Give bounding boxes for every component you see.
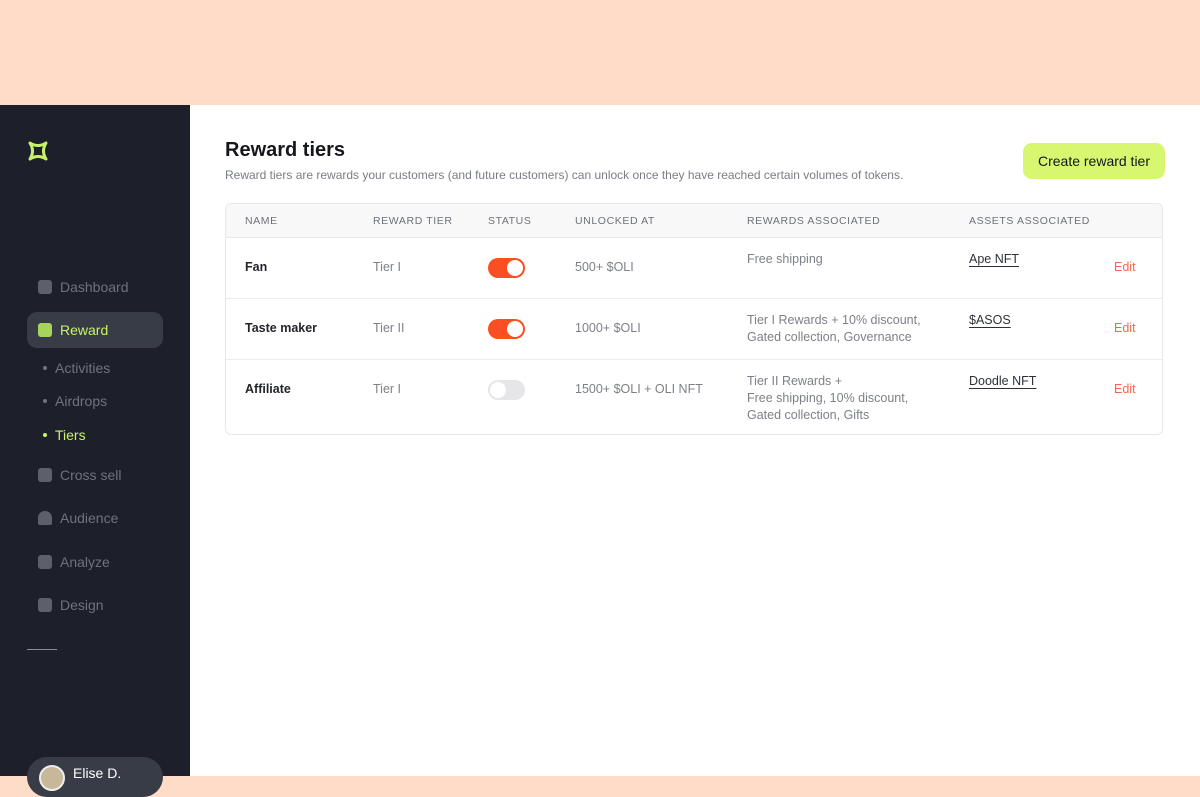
- sidebar-subitem-airdrops[interactable]: Airdrops: [43, 393, 107, 409]
- cross-sell-icon: [38, 468, 52, 482]
- gift-icon: [38, 323, 52, 337]
- sidebar-item-label: Design: [60, 597, 104, 613]
- rewards-line: Tier I Rewards + 10% discount,: [747, 313, 921, 327]
- column-header: STATUS: [488, 215, 532, 227]
- toggle-knob: [507, 321, 523, 337]
- reward-tier: Tier I: [373, 260, 402, 274]
- column-header: UNLOCKED AT: [575, 215, 655, 227]
- rewards-associated: Free shipping: [747, 251, 823, 268]
- asset-link[interactable]: Ape NFT: [969, 252, 1020, 266]
- sidebar-item-reward[interactable]: Reward: [27, 312, 163, 348]
- bullet-icon: [43, 366, 47, 370]
- rewards-associated: Tier I Rewards + 10% discount, Gated coll…: [747, 312, 921, 346]
- reward-tier: Tier I: [373, 382, 402, 396]
- edit-link[interactable]: Edit: [1114, 260, 1136, 274]
- bullet-icon: [43, 433, 47, 437]
- edit-link[interactable]: Edit: [1114, 321, 1136, 335]
- sidebar-item-analyze[interactable]: Analyze: [27, 544, 163, 580]
- dashboard-icon: [38, 280, 52, 294]
- sidebar-subitem-label: Tiers: [55, 427, 86, 443]
- sidebar-item-label: Analyze: [60, 554, 110, 570]
- rewards-line: Gated collection, Governance: [747, 330, 912, 344]
- sidebar-item-audience[interactable]: Audience: [27, 500, 163, 536]
- user-name: Elise D.: [73, 765, 122, 781]
- logo-icon[interactable]: [26, 139, 50, 163]
- rewards-line: Free shipping: [747, 252, 823, 266]
- asset-link[interactable]: $ASOS: [969, 313, 1011, 327]
- status-toggle[interactable]: [488, 319, 525, 339]
- reward-tier: Tier II: [373, 321, 405, 335]
- rewards-line: Free shipping, 10% discount,: [747, 391, 909, 405]
- unlocked-at: 1000+ $OLI: [575, 321, 641, 335]
- main-content: Reward tiers Reward tiers are rewards yo…: [190, 105, 1200, 776]
- asset-link[interactable]: Doodle NFT: [969, 374, 1037, 388]
- sidebar: Dashboard Reward Cross sell Audience Analyze…: [0, 105, 190, 797]
- status-toggle[interactable]: [488, 380, 525, 400]
- sidebar-item-dashboard[interactable]: Dashboard: [27, 269, 163, 305]
- avatar: [39, 765, 65, 791]
- bullet-icon: [43, 399, 47, 403]
- column-header: ASSETS ASSOCIATED: [969, 215, 1090, 227]
- sidebar-divider: [27, 649, 57, 650]
- page-title: Reward tiers: [225, 139, 346, 161]
- sidebar-item-label: Reward: [60, 322, 109, 338]
- sidebar-item-design[interactable]: Design: [27, 587, 163, 623]
- sidebar-subitem-activities[interactable]: Activities: [43, 360, 110, 376]
- create-reward-tier-button[interactable]: Create reward tier: [1023, 143, 1165, 179]
- user-icon: [38, 511, 52, 525]
- sidebar-item-label: Cross sell: [60, 467, 122, 483]
- column-header: REWARD TIER: [373, 215, 453, 227]
- toggle-knob: [507, 260, 523, 276]
- column-header: NAME: [245, 215, 278, 227]
- sidebar-subitem-label: Activities: [55, 360, 111, 376]
- sidebar-item-label: Audience: [60, 510, 119, 526]
- sidebar-subitem-tiers[interactable]: Tiers: [43, 427, 86, 443]
- column-header: REWARDS ASSOCIATED: [747, 215, 881, 227]
- tier-name: Affiliate: [245, 382, 291, 396]
- sidebar-item-label: Dashboard: [60, 279, 129, 295]
- edit-link[interactable]: Edit: [1114, 382, 1136, 396]
- table-row: Affiliate Tier I 1500+ $OLI + OLI NFT Tier …: [226, 360, 1162, 434]
- user-profile[interactable]: Elise D.: [27, 757, 163, 797]
- rewards-associated: Tier II Rewards + Free shipping, 10% disc…: [747, 373, 908, 424]
- toggle-knob: [490, 382, 506, 398]
- sidebar-subitem-label: Airdrops: [55, 393, 108, 409]
- table-header: NAME REWARD TIER STATUS UNLOCKED AT REWARDS …: [226, 204, 1162, 238]
- design-icon: [38, 598, 52, 612]
- table-row: Taste maker Tier II 1000+ $OLI Tier I Rewar…: [226, 299, 1162, 360]
- sidebar-item-cross-sell[interactable]: Cross sell: [27, 457, 163, 493]
- rewards-line: Gated collection, Gifts: [747, 408, 870, 422]
- table-row: Fan Tier I 500+ $OLI Free shipping Ape NFT Ed…: [226, 238, 1162, 299]
- page-subtitle: Reward tiers are rewards your customers …: [225, 168, 904, 182]
- unlocked-at: 1500+ $OLI + OLI NFT: [575, 382, 703, 396]
- unlocked-at: 500+ $OLI: [575, 260, 634, 274]
- bar-chart-icon: [38, 555, 52, 569]
- tier-name: Taste maker: [245, 321, 318, 335]
- tier-name: Fan: [245, 260, 268, 274]
- status-toggle[interactable]: [488, 258, 525, 278]
- reward-tiers-table: NAME REWARD TIER STATUS UNLOCKED AT REWARDS …: [225, 203, 1163, 435]
- rewards-line: Tier II Rewards +: [747, 374, 843, 388]
